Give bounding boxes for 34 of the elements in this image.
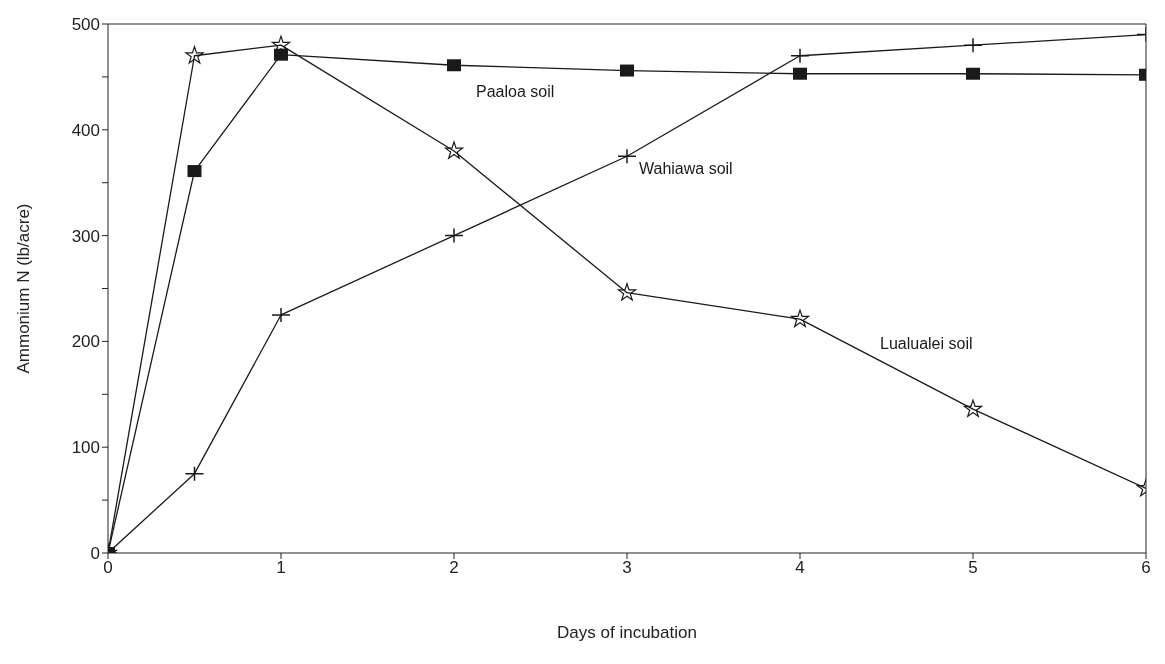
point: [966, 67, 980, 80]
point: [447, 59, 461, 72]
x-axis-title: Days of incubation: [557, 623, 697, 642]
point: [790, 309, 810, 328]
series-label: Wahiawa soil: [639, 160, 733, 178]
point: [793, 67, 807, 80]
x-tick-label: 5: [968, 558, 978, 578]
x-tick-label: 1: [276, 558, 286, 578]
x-tick-label: 6: [1141, 558, 1151, 578]
y-tick-label: 0: [90, 544, 100, 564]
point: [271, 307, 291, 323]
y-tick-label: 500: [71, 15, 100, 35]
point: [444, 227, 464, 244]
point: [963, 37, 983, 53]
x-tick-label: 4: [795, 558, 805, 578]
point: [617, 148, 637, 164]
point: [184, 465, 205, 482]
series-label: Lualualei soil: [880, 335, 973, 353]
y-tick-label: 100: [71, 438, 100, 458]
series-label: Paaloa soil: [476, 83, 555, 101]
x-tick-label: 3: [622, 558, 632, 578]
point: [620, 64, 634, 77]
point: [185, 46, 204, 64]
y-tick-label: 200: [71, 332, 100, 352]
y-tick-label: 400: [71, 120, 100, 140]
y-tick-label: 300: [71, 226, 100, 246]
x-tick-label: 2: [449, 558, 459, 578]
point: [790, 47, 810, 64]
y-axis-title: Ammonium N (lb/acre): [14, 203, 34, 374]
x-tick-label: 0: [103, 558, 113, 578]
point: [187, 165, 202, 178]
point: [963, 399, 983, 417]
point: [444, 141, 464, 159]
point: [617, 283, 637, 301]
